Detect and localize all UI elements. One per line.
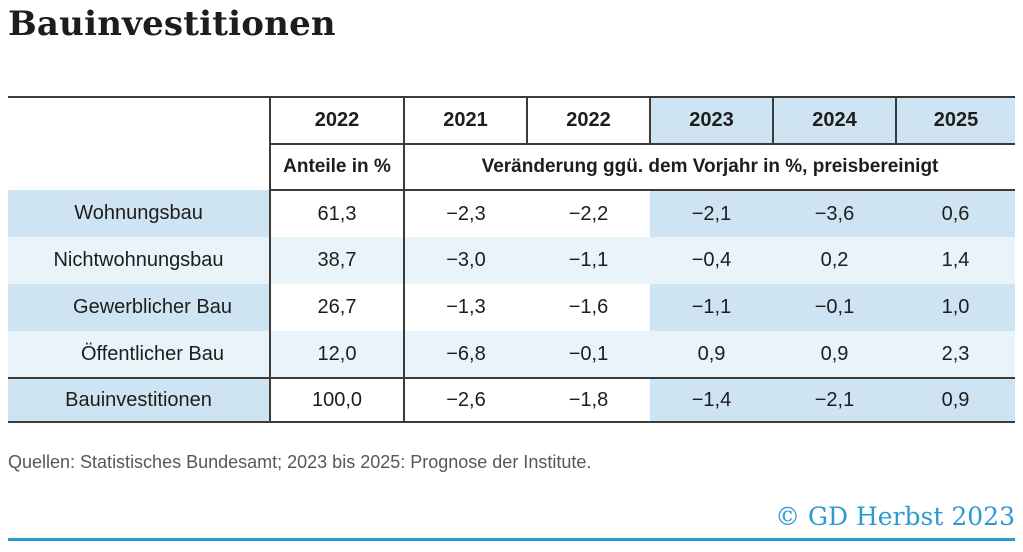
value-cell: −6,8 — [404, 331, 527, 378]
value-cell: 38,7 — [270, 237, 405, 284]
value-cell: −1,1 — [527, 237, 650, 284]
value-cell: 2,3 — [896, 331, 1015, 378]
copyright-label: © GD Herbst 2023 — [775, 502, 1015, 531]
veraenderung-header: Veränderung ggü. dem Vorjahr in %, preis… — [404, 144, 1015, 191]
value-cell: 0,9 — [650, 331, 773, 378]
bauinvestitionen-table: 2022 2021 2022 2023 2024 2025 Anteile in… — [8, 96, 1015, 423]
value-cell: −0,1 — [527, 331, 650, 378]
bottom-rule — [8, 538, 1015, 541]
table-row-total-bauinvestitionen: Bauinvestitionen 100,0 −2,6 −1,8 −1,4 −2… — [8, 377, 1015, 423]
table-body: Wohnungsbau 61,3 −2,3 −2,2 −2,1 −3,6 0,6… — [8, 190, 1015, 423]
table-row-nichtwohnungsbau: Nichtwohnungsbau 38,7 −3,0 −1,1 −0,4 0,2… — [8, 237, 1015, 284]
header-year-row: 2022 2021 2022 2023 2024 2025 — [8, 96, 1015, 190]
value-cell: −2,3 — [404, 190, 527, 237]
value-cell: −1,4 — [650, 377, 773, 423]
row-label: Wohnungsbau — [8, 190, 271, 237]
value-cell: 0,9 — [896, 377, 1015, 423]
row-label: Bauinvestitionen — [8, 377, 271, 423]
value-cell: −1,1 — [650, 284, 773, 331]
value-cell: 1,0 — [896, 284, 1015, 331]
row-label: Nichtwohnungsbau — [8, 237, 271, 284]
col-header-2025: 2025 — [896, 96, 1015, 145]
row-label: Gewerblicher Bau — [8, 284, 271, 331]
col-header-anteile-2022: 2022 — [270, 96, 405, 145]
table-row-wohnungsbau: Wohnungsbau 61,3 −2,3 −2,2 −2,1 −3,6 0,6 — [8, 190, 1015, 237]
source-note: Quellen: Statistisches Bundesamt; 2023 b… — [8, 452, 592, 472]
value-cell: 0,2 — [773, 237, 896, 284]
value-cell: −1,6 — [527, 284, 650, 331]
col-header-2022: 2022 — [527, 96, 651, 145]
page-title: Bauinvestitionen — [8, 4, 336, 44]
anteile-header: Anteile in % — [270, 144, 405, 191]
value-cell: 0,6 — [896, 190, 1015, 237]
value-cell: −3,0 — [404, 237, 527, 284]
value-cell: −2,2 — [527, 190, 650, 237]
table-header: 2022 2021 2022 2023 2024 2025 Anteile in… — [8, 96, 1015, 191]
col-header-2023: 2023 — [650, 96, 774, 145]
corner-cell — [8, 96, 271, 190]
value-cell: −2,1 — [773, 377, 896, 423]
value-cell: 26,7 — [270, 284, 405, 331]
value-cell: −0,4 — [650, 237, 773, 284]
header-sub-row: Anteile in % Veränderung ggü. dem Vorjah… — [8, 144, 1015, 191]
value-cell: −1,8 — [527, 377, 650, 423]
value-cell: −0,1 — [773, 284, 896, 331]
value-cell: 12,0 — [270, 331, 405, 378]
value-cell: 0,9 — [773, 331, 896, 378]
table-row-gewerblicher-bau: Gewerblicher Bau 26,7 −1,3 −1,6 −1,1 −0,… — [8, 284, 1015, 331]
row-label: Öffentlicher Bau — [8, 331, 271, 378]
value-cell: 61,3 — [270, 190, 405, 237]
value-cell: −1,3 — [404, 284, 527, 331]
col-header-2021: 2021 — [404, 96, 528, 145]
value-cell: 1,4 — [896, 237, 1015, 284]
value-cell: −3,6 — [773, 190, 896, 237]
table-row-oeffentlicher-bau: Öffentlicher Bau 12,0 −6,8 −0,1 0,9 0,9 … — [8, 331, 1015, 378]
value-cell: 100,0 — [270, 377, 405, 423]
value-cell: −2,1 — [650, 190, 773, 237]
value-cell: −2,6 — [404, 377, 527, 423]
col-header-2024: 2024 — [773, 96, 897, 145]
